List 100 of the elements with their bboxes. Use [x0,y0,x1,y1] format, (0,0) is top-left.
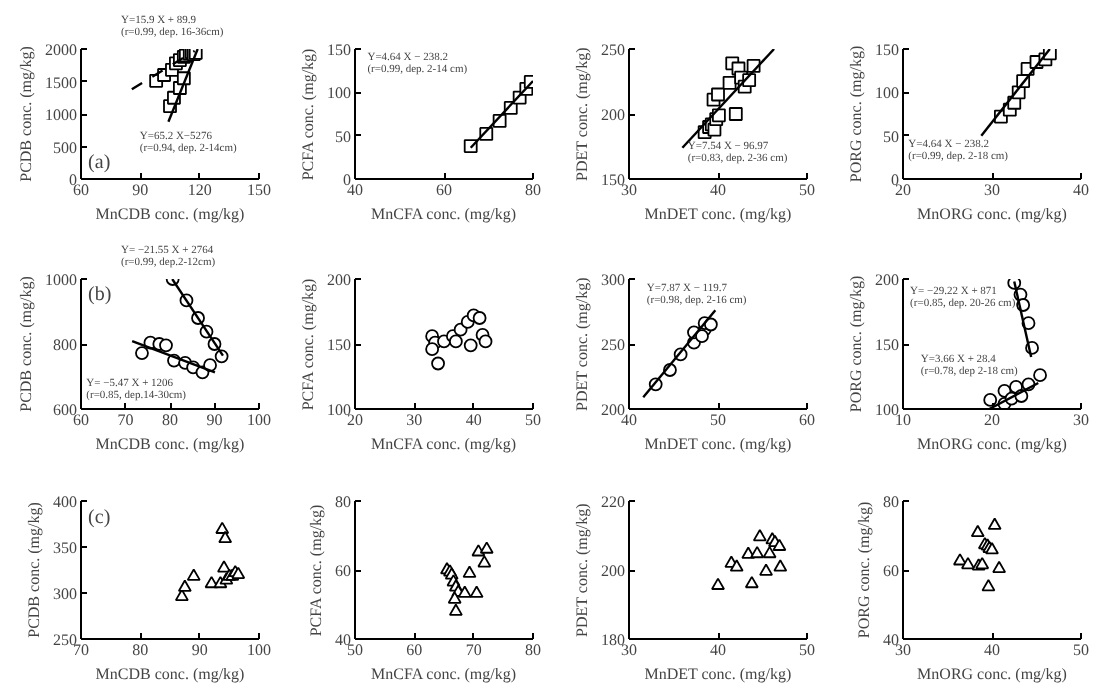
x-axis-title: MnCDB conc. (mg/kg) [95,665,246,683]
x-axis-title: MnDET conc. (mg/kg) [644,665,792,683]
x-axis-title: MnCDB conc. (mg/kg) [95,205,246,223]
y-tick-label: 0 [891,171,899,189]
x-tick-label: 60 [73,411,89,429]
x-axis-title: MnCFA conc. (mg/kg) [371,435,517,453]
y-tick-label: 300 [53,585,77,603]
x-tick-label: 90 [132,181,149,199]
x-tick-label: 50 [525,411,541,429]
y-tick-label: 2000 [45,41,77,59]
y-tick-label: 150 [875,336,899,354]
x-axis-title: MnDET conc. (mg/kg) [644,205,792,223]
x-tick-label: 30 [621,641,637,659]
y-tick-label: 150 [327,41,351,59]
x-tick-label: 20 [984,411,1000,429]
x-tick-label: 30 [895,641,911,659]
x-tick-label: 30 [406,411,423,429]
annotation: (c) [88,506,111,529]
x-tick-label: 120 [187,181,212,199]
y-axis-title: PORG conc. (mg/kg) [855,501,873,639]
y-axis-title: PDET conc. (mg/kg) [573,502,591,637]
x-tick-label: 30 [1073,411,1089,429]
y-tick-label: 220 [601,493,625,511]
x-tick-label: 70 [73,641,89,659]
y-axis-title: PDET conc. (mg/kg) [573,46,591,181]
y-tick-label: 1000 [45,271,77,289]
x-tick-label: 30 [984,181,1000,199]
y-tick-label: 200 [875,271,899,289]
x-tick-label: 70 [465,641,482,659]
y-tick-label: 300 [601,271,625,289]
y-axis-title: PCDB conc. (mg/kg) [17,275,35,412]
x-tick-label: 30 [621,181,637,199]
x-tick-label: 60 [436,181,452,199]
y-tick-label: 0 [69,171,77,189]
x-tick-label: 40 [984,641,1000,659]
x-tick-label: 40 [347,181,363,199]
x-axis-title: MnCDB conc. (mg/kg) [95,435,246,453]
y-axis-title: PCFA conc. (mg/kg) [299,277,317,411]
y-tick-label: 350 [53,539,77,557]
y-tick-label: 0 [343,171,351,189]
x-tick-label: 40 [1073,181,1089,199]
y-tick-label: 200 [601,106,625,124]
x-tick-label: 80 [525,641,541,659]
x-tick-label: 50 [799,641,815,659]
x-axis-title: MnORG conc. (mg/kg) [917,205,1068,223]
x-tick-label: 50 [799,181,815,199]
x-tick-label: 80 [162,411,178,429]
x-axis-title: MnCFA conc. (mg/kg) [371,205,517,223]
y-tick-label: 180 [601,631,625,649]
y-tick-label: 150 [327,336,351,354]
y-tick-label: 50 [335,127,351,146]
x-tick-label: 20 [895,181,911,199]
x-axis-title: MnORG conc. (mg/kg) [917,435,1068,453]
x-tick-label: 40 [621,411,637,429]
y-tick-label: 200 [601,562,625,580]
x-axis-title: MnCFA conc. (mg/kg) [371,665,517,683]
y-axis-title: PORG conc. (mg/kg) [847,275,865,413]
x-tick-label: 20 [347,411,363,429]
x-tick-label: 90 [191,641,208,659]
x-tick-label: 40 [710,641,726,659]
y-tick-label: 100 [875,84,899,103]
y-tick-label: 1000 [45,106,77,124]
y-tick-label: 250 [601,41,625,59]
y-axis-title: PORG conc. (mg/kg) [847,45,865,183]
x-tick-label: 150 [247,181,271,199]
x-tick-label: 90 [206,411,223,429]
x-tick-label: 10 [895,411,911,429]
y-axis-title: PCFA conc. (mg/kg) [299,47,317,181]
y-tick-label: 250 [53,631,77,649]
y-tick-label: 1500 [45,73,77,92]
y-tick-label: 50 [883,127,899,146]
y-axis-title: PCFA conc. (mg/kg) [307,503,325,637]
x-tick-label: 50 [347,641,363,659]
y-axis-title: PCDB conc. (mg/kg) [25,501,43,638]
y-axis-title: PCDB conc. (mg/kg) [17,45,35,182]
y-axis-title: PDET conc. (mg/kg) [573,276,591,411]
y-tick-label: 80 [883,493,899,511]
y-tick-label: 80 [335,493,351,511]
x-axis-title: MnDET conc. (mg/kg) [644,435,792,453]
y-tick-label: 200 [601,401,625,419]
x-tick-label: 50 [710,411,726,429]
x-tick-label: 40 [710,181,726,199]
y-tick-label: 250 [601,336,625,354]
x-tick-label: 60 [73,181,89,199]
x-tick-label: 70 [117,411,134,429]
y-tick-label: 200 [327,271,351,289]
x-tick-label: 50 [1073,641,1089,659]
x-tick-label: 40 [465,411,482,429]
x-tick-label: 100 [247,411,271,429]
annotation: (a) [88,151,111,174]
x-tick-label: 100 [247,641,271,659]
x-tick-label: 80 [132,641,149,659]
y-tick-label: 60 [883,562,899,580]
y-tick-label: 400 [53,493,77,511]
y-tick-label: 150 [875,41,899,59]
y-tick-label: 800 [53,336,77,354]
y-tick-label: 500 [53,138,77,157]
x-axis-title: MnORG conc. (mg/kg) [917,665,1068,683]
y-tick-label: 60 [335,562,351,580]
y-tick-label: 100 [327,84,351,103]
